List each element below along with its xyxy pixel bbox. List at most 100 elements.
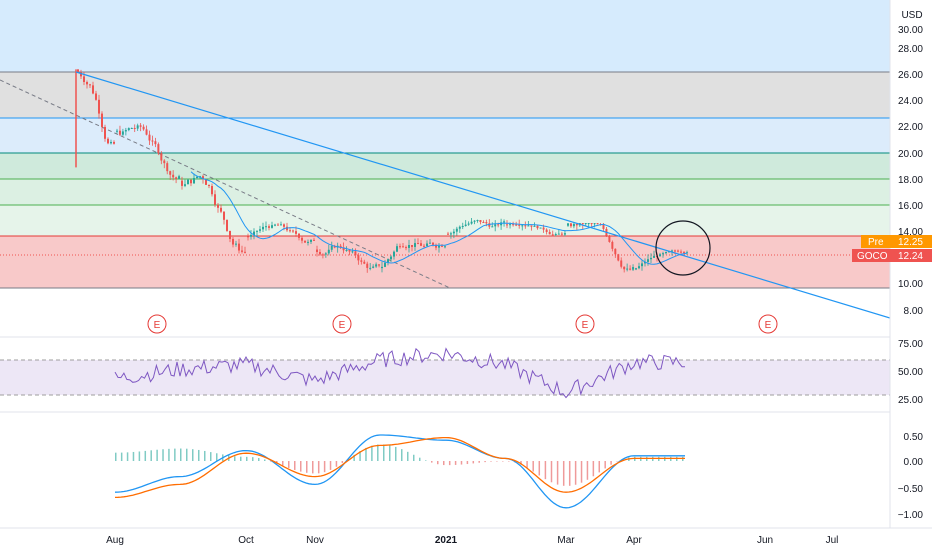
macd-histogram-bar [132, 451, 135, 461]
candle-body [596, 223, 599, 225]
candle-body [330, 245, 333, 250]
candle-body [452, 231, 455, 234]
last-badge-label: GOCO [857, 251, 888, 262]
currency-label: USD [901, 10, 922, 21]
candle-body [345, 249, 348, 251]
macd-histogram-bar [550, 461, 553, 483]
earnings-marker-4[interactable]: E [758, 314, 778, 334]
price-tick-22: 22.00 [898, 122, 923, 133]
candle-body [187, 179, 189, 185]
last-badge-value: 12.24 [898, 251, 923, 262]
candle-body [310, 239, 312, 242]
candle-body [414, 243, 416, 247]
candle-body [554, 234, 557, 236]
candle-body [357, 255, 360, 261]
candle-body [360, 260, 363, 262]
candle-body [491, 226, 494, 228]
candle-body [680, 251, 682, 253]
price-axis-bg[interactable] [890, 0, 932, 528]
candle-body [449, 233, 452, 235]
time-label-2021: 2021 [435, 535, 458, 546]
dashed-trendline[interactable] [0, 79, 451, 289]
price-tick-8: 8.00 [904, 306, 924, 317]
candle-body [405, 247, 407, 249]
pre-badge-value: 12.25 [898, 237, 923, 248]
candle-body [659, 254, 661, 257]
macd-histogram-bar [580, 461, 583, 483]
candle-body [417, 243, 419, 245]
candle-body [536, 225, 539, 229]
candle-body [590, 223, 593, 225]
candle-body [500, 222, 503, 226]
candle-body [199, 176, 201, 178]
macd-histogram-bar [335, 461, 338, 467]
earnings-markers: E E E E [147, 314, 778, 334]
candle-body [557, 233, 560, 235]
candle-body [80, 72, 82, 77]
candle-body [473, 220, 476, 222]
candle-body [584, 223, 587, 225]
rsi-line [114, 347, 686, 399]
candle-body [512, 224, 515, 226]
macd-histogram-bar [472, 461, 475, 464]
candle-body [420, 243, 422, 246]
candle-body [169, 171, 172, 175]
candle-body [160, 153, 163, 161]
candle-body [464, 224, 467, 227]
macd-histogram-bar [186, 448, 188, 461]
candle-body [271, 225, 273, 228]
candle-body [635, 268, 637, 270]
macd-histogram-bar [252, 457, 254, 461]
fib-lines [0, 71, 890, 289]
macd-histogram-bar [460, 461, 463, 465]
macd-histogram-bar [312, 461, 314, 474]
candle-body [435, 244, 437, 248]
rsi-ticks: 75.00 50.00 25.00 [898, 339, 923, 406]
candle-body [455, 228, 458, 232]
macd-histogram-bar [574, 461, 577, 485]
candle-body [121, 131, 124, 135]
fib-zone-green-3 [0, 205, 890, 236]
candle-body [378, 264, 381, 266]
candle-body [229, 230, 231, 239]
rsi-tick-25: 25.00 [898, 395, 923, 406]
last-price-badge[interactable]: GOCO 12.24 [852, 249, 932, 262]
candle-body [575, 223, 578, 226]
candle-body [593, 223, 596, 225]
earnings-marker-2[interactable]: E [332, 314, 352, 334]
macd-histogram-bar [329, 461, 332, 470]
candle-body [441, 245, 443, 247]
macd-histogram-bar [234, 456, 236, 461]
macd-histogram-bar [389, 445, 391, 461]
macd-histogram-bar [586, 461, 589, 480]
macd-pane [114, 434, 685, 509]
earnings-marker-1[interactable]: E [147, 314, 167, 334]
candle-body [581, 223, 584, 225]
earnings-marker-3[interactable]: E [575, 314, 595, 334]
candle-body [83, 76, 85, 83]
candle-body [396, 246, 398, 252]
candle-body [172, 174, 175, 178]
candle-body [542, 227, 545, 230]
blue-trendline[interactable] [75, 71, 891, 319]
candle-body [497, 224, 500, 226]
candle-body [307, 241, 309, 243]
candle-body [295, 231, 297, 234]
time-axis[interactable]: Aug Oct Nov 2021 Mar Apr Jun Jul [106, 535, 838, 546]
rsi-band [0, 360, 890, 395]
candle-body [247, 236, 249, 238]
candle-body [104, 126, 106, 139]
macd-histogram-bar [120, 452, 123, 461]
macd-histogram-bar [180, 448, 182, 461]
candle-body [572, 223, 575, 227]
candle-body [438, 245, 440, 248]
candle-body [283, 224, 285, 227]
candle-body [151, 140, 154, 142]
highlight-circle[interactable] [655, 220, 711, 276]
macd-histogram-bar [448, 461, 451, 466]
candle-body [629, 268, 632, 270]
candle-body [381, 266, 383, 269]
pre-market-badge[interactable]: Pre 12.25 [861, 235, 932, 248]
